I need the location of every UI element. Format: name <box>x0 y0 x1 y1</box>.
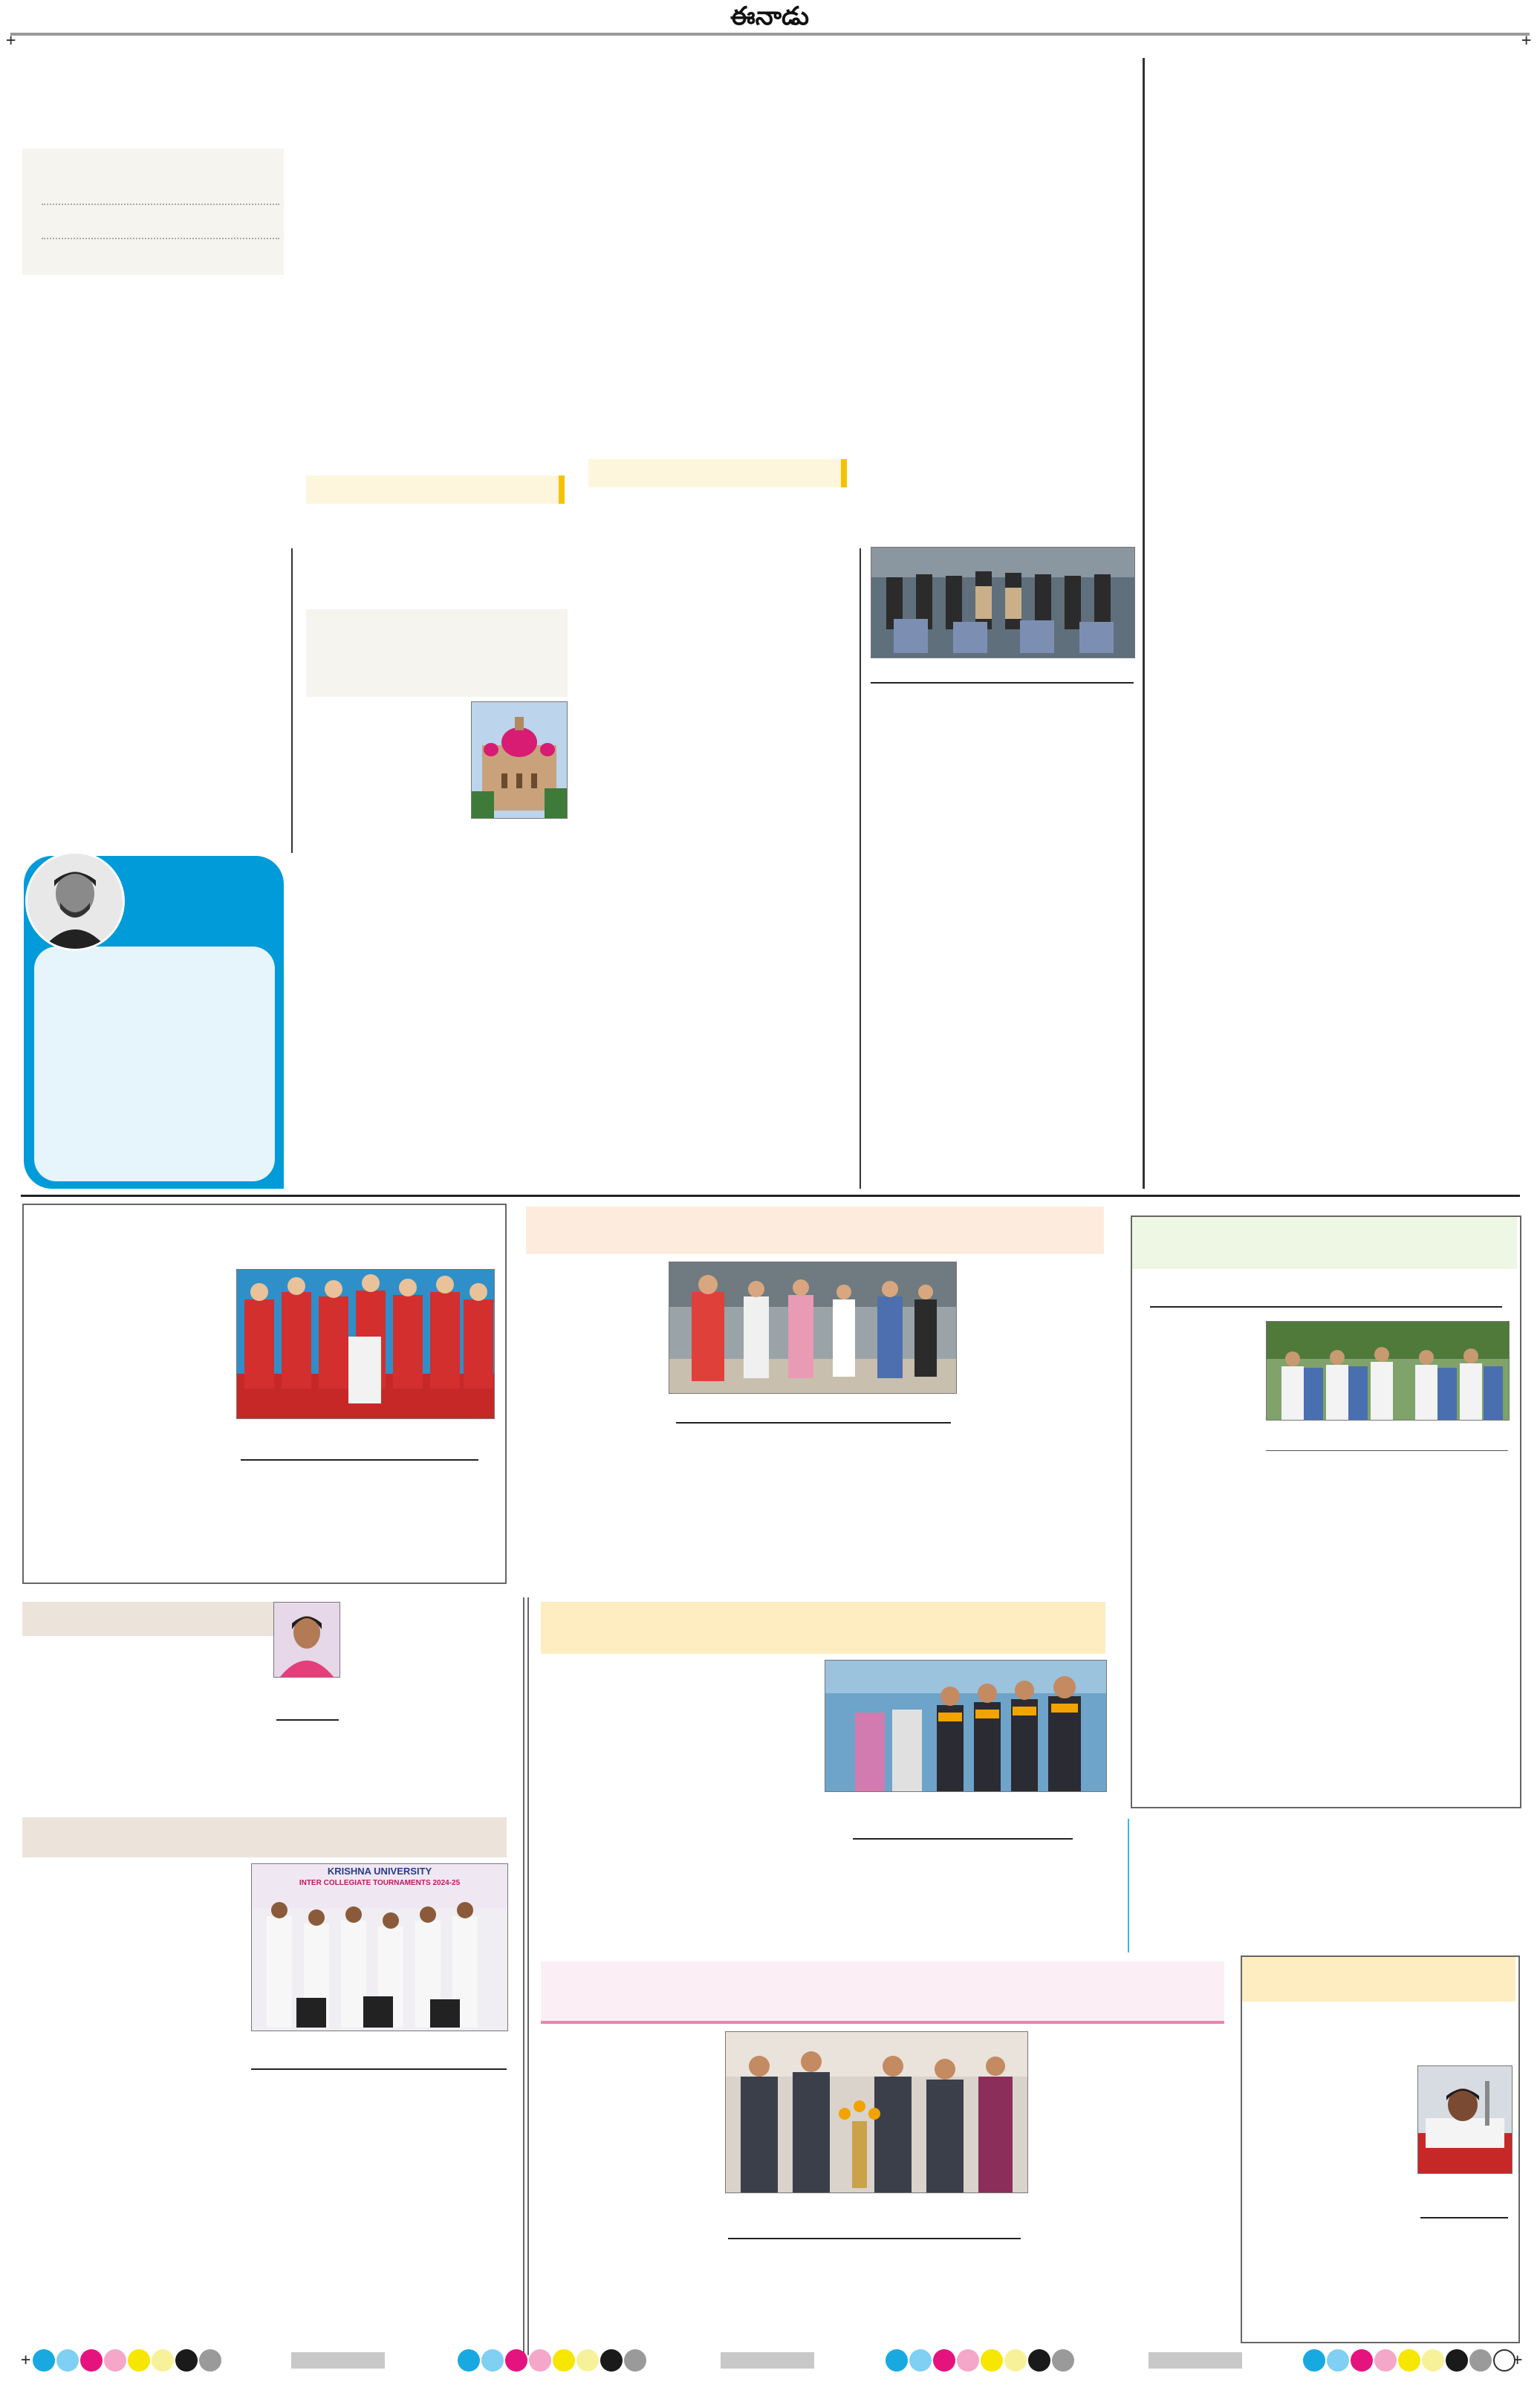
color-swatch <box>128 2349 150 2372</box>
students-crowd-photo <box>1266 1321 1510 1421</box>
celebration-photo-caption-rule <box>241 1459 478 1461</box>
team-photo-caption-rule <box>251 2068 507 2070</box>
color-swatch <box>505 2349 527 2372</box>
pink-heading-underline <box>541 2021 1224 2024</box>
registration-mark-top-right: + <box>1521 31 1532 50</box>
columnist-box-inner <box>34 947 275 1181</box>
color-swatch <box>1327 2349 1349 2372</box>
color-swatch <box>1028 2349 1050 2372</box>
upper-left-tinted-box <box>22 149 284 275</box>
grey-calibration-bar <box>721 2352 814 2369</box>
cyan-column-rule <box>1128 1819 1129 1953</box>
woman-portrait-photo <box>273 1602 340 1678</box>
color-swatch <box>981 2349 1003 2372</box>
color-swatch <box>199 2349 221 2372</box>
peach-heading-bar <box>526 1207 1104 1254</box>
color-swatch <box>624 2349 646 2372</box>
color-swatch <box>104 2349 126 2372</box>
right-lower-boxed-article <box>1241 1955 1520 2343</box>
left-boxed-article <box>22 1204 507 1584</box>
color-swatch <box>886 2349 908 2372</box>
color-swatch <box>1303 2349 1325 2372</box>
krishna-university-team-photo: KRISHNA UNIVERSITY INTER COLLEGIATE TOUR… <box>251 1863 508 2031</box>
lower-double-rule-a <box>523 1597 524 2355</box>
yellow-heading-accent-left <box>559 475 565 504</box>
color-swatch <box>529 2349 551 2372</box>
masthead-title: ఈనాడు <box>730 1 810 31</box>
section-divider <box>21 1195 1520 1197</box>
columnist-portrait-photo <box>25 851 125 951</box>
right-lower-yellow-heading <box>1242 1957 1515 2002</box>
color-swatch <box>175 2349 198 2372</box>
color-swatch <box>553 2349 575 2372</box>
yellow-heading-accent-middle <box>841 459 847 487</box>
yellow-heading-bar-left <box>306 475 559 504</box>
grey-calibration-bar <box>1148 2352 1242 2369</box>
police-photo-caption-rule <box>871 682 1134 684</box>
color-swatch <box>957 2349 979 2372</box>
color-swatch <box>1422 2349 1444 2372</box>
color-swatch <box>481 2349 504 2372</box>
police-group-with-suitcases-photo <box>871 547 1135 658</box>
upper-column-rule-left <box>291 548 293 853</box>
woman-portrait-caption-rule <box>276 1719 339 1721</box>
green-heading-bar <box>1132 1217 1517 1269</box>
registration-mark-bottom-right: + <box>1513 2351 1523 2369</box>
dotted-line-1 <box>42 204 279 205</box>
color-swatch <box>576 2349 599 2372</box>
high-court-dome-photo <box>471 701 568 819</box>
color-swatch <box>909 2349 932 2372</box>
masthead-rule <box>10 33 1530 36</box>
color-swatch <box>1004 2349 1027 2372</box>
beige-heading-bar-2 <box>22 1817 507 1857</box>
team-photo-banner-line-1: KRISHNA UNIVERSITY <box>327 1866 432 1877</box>
color-swatch <box>1351 2349 1373 2372</box>
color-swatch-white <box>1493 2349 1515 2372</box>
color-swatch <box>1374 2349 1397 2372</box>
pink-heading-bar <box>541 1961 1224 2022</box>
yellow-heading-bar-lower <box>541 1602 1105 1654</box>
lamp-lighting-inauguration-photo <box>725 2031 1028 2193</box>
students-garlanded-welcome-photo <box>825 1660 1107 1792</box>
color-swatch <box>933 2349 955 2372</box>
color-swatch <box>152 2349 174 2372</box>
team-photo-banner-line-2: INTER COLLEGIATE TOURNAMENTS 2024-25 <box>299 1879 461 1887</box>
upper-column-rule-middle <box>860 548 861 1189</box>
upper-column-rule-right <box>1143 58 1145 1189</box>
students-crowd-caption-rule <box>1266 1450 1508 1451</box>
patient-photo-caption-rule <box>1420 2217 1508 2218</box>
beige-heading-bar-1 <box>22 1602 275 1636</box>
grey-calibration-bar <box>291 2352 385 2369</box>
right-boxed-article <box>1131 1215 1521 1808</box>
celebration-group-red-shirts-photo <box>236 1269 495 1419</box>
yellow-heading-bar-middle <box>588 459 841 487</box>
lamp-photo-caption-rule <box>728 2238 1021 2239</box>
lower-double-rule-b <box>527 1597 529 2355</box>
garlanded-photo-caption-rule <box>853 1838 1073 1840</box>
green-heading-underline <box>1150 1306 1502 1308</box>
color-swatch <box>1446 2349 1468 2372</box>
color-swatch <box>80 2349 103 2372</box>
women-walking-rally-photo <box>669 1262 957 1394</box>
registration-mark-top-left: + <box>6 31 16 50</box>
color-swatch <box>1398 2349 1420 2372</box>
color-swatch <box>1052 2349 1074 2372</box>
hospital-patient-photo <box>1417 2065 1513 2174</box>
color-swatch <box>56 2349 79 2372</box>
tinted-box-court <box>306 609 568 697</box>
dotted-line-2 <box>42 238 279 239</box>
color-swatch <box>458 2349 480 2372</box>
color-swatch <box>600 2349 623 2372</box>
registration-mark-bottom-left: + <box>21 2351 31 2369</box>
color-swatch <box>1469 2349 1492 2372</box>
rally-photo-caption-rule <box>676 1422 951 1424</box>
color-swatch <box>33 2349 55 2372</box>
